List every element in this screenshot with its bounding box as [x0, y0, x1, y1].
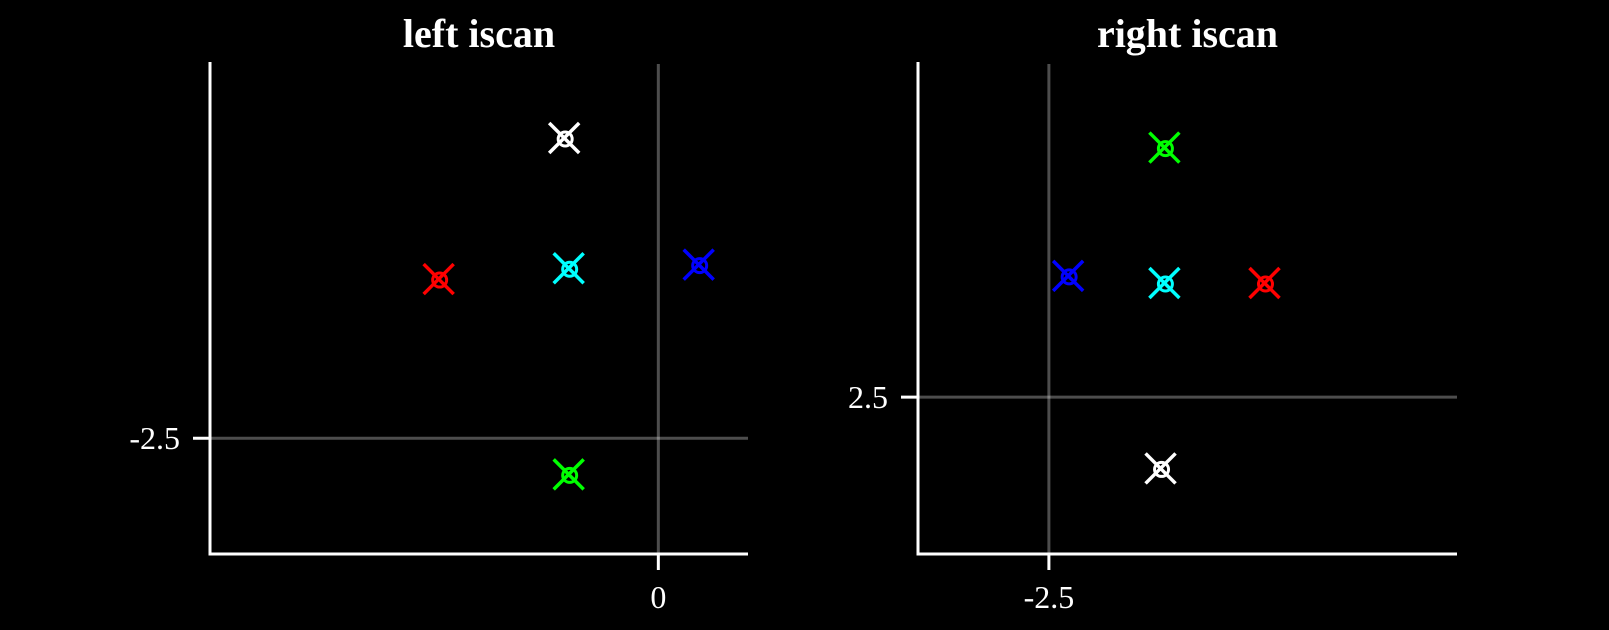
data-point-x-stroke	[1144, 452, 1177, 485]
data-point-circle	[1257, 275, 1274, 293]
data-point-circle	[1060, 268, 1078, 286]
data-point-circle	[556, 130, 574, 148]
data-point-circle	[1153, 460, 1171, 478]
data-point-x-stroke	[1051, 259, 1085, 293]
x-tick-label: 0	[650, 579, 666, 615]
data-point-x-stroke	[552, 251, 585, 285]
data-point	[422, 262, 455, 296]
data-point	[547, 121, 581, 155]
data-point-circle	[691, 257, 709, 275]
data-point	[682, 248, 715, 281]
data-point-x-stroke	[682, 248, 715, 281]
panel-2: right iscan -2.5 2.5	[848, 11, 1457, 615]
data-point-x-stroke	[552, 458, 585, 491]
data-point-x-stroke	[1248, 266, 1281, 300]
data-point	[1051, 259, 1085, 293]
y-tick-label: -2.5	[129, 420, 180, 456]
data-point-circle	[561, 260, 579, 278]
data-point-x-stroke	[422, 262, 455, 296]
data-point	[1148, 131, 1181, 164]
data-point	[1144, 452, 1177, 485]
chart-title: right iscan	[1097, 11, 1278, 56]
data-point-circle	[431, 271, 449, 289]
data-point	[1148, 266, 1181, 300]
data-point-circle	[1156, 140, 1174, 158]
panel-1: left iscan 0 -2.5	[129, 11, 748, 615]
data-point-circle	[1156, 275, 1174, 293]
x-tick-label: -2.5	[1024, 579, 1075, 615]
data-point-x-stroke	[1148, 266, 1181, 300]
data-point	[1248, 266, 1281, 300]
y-tick-label: 2.5	[848, 379, 888, 415]
data-point-x-stroke	[1148, 131, 1181, 164]
data-point-circle	[561, 466, 579, 484]
chart-title: left iscan	[403, 11, 555, 56]
data-point-x-stroke	[547, 121, 581, 155]
data-point	[552, 458, 585, 491]
data-point	[552, 251, 585, 285]
